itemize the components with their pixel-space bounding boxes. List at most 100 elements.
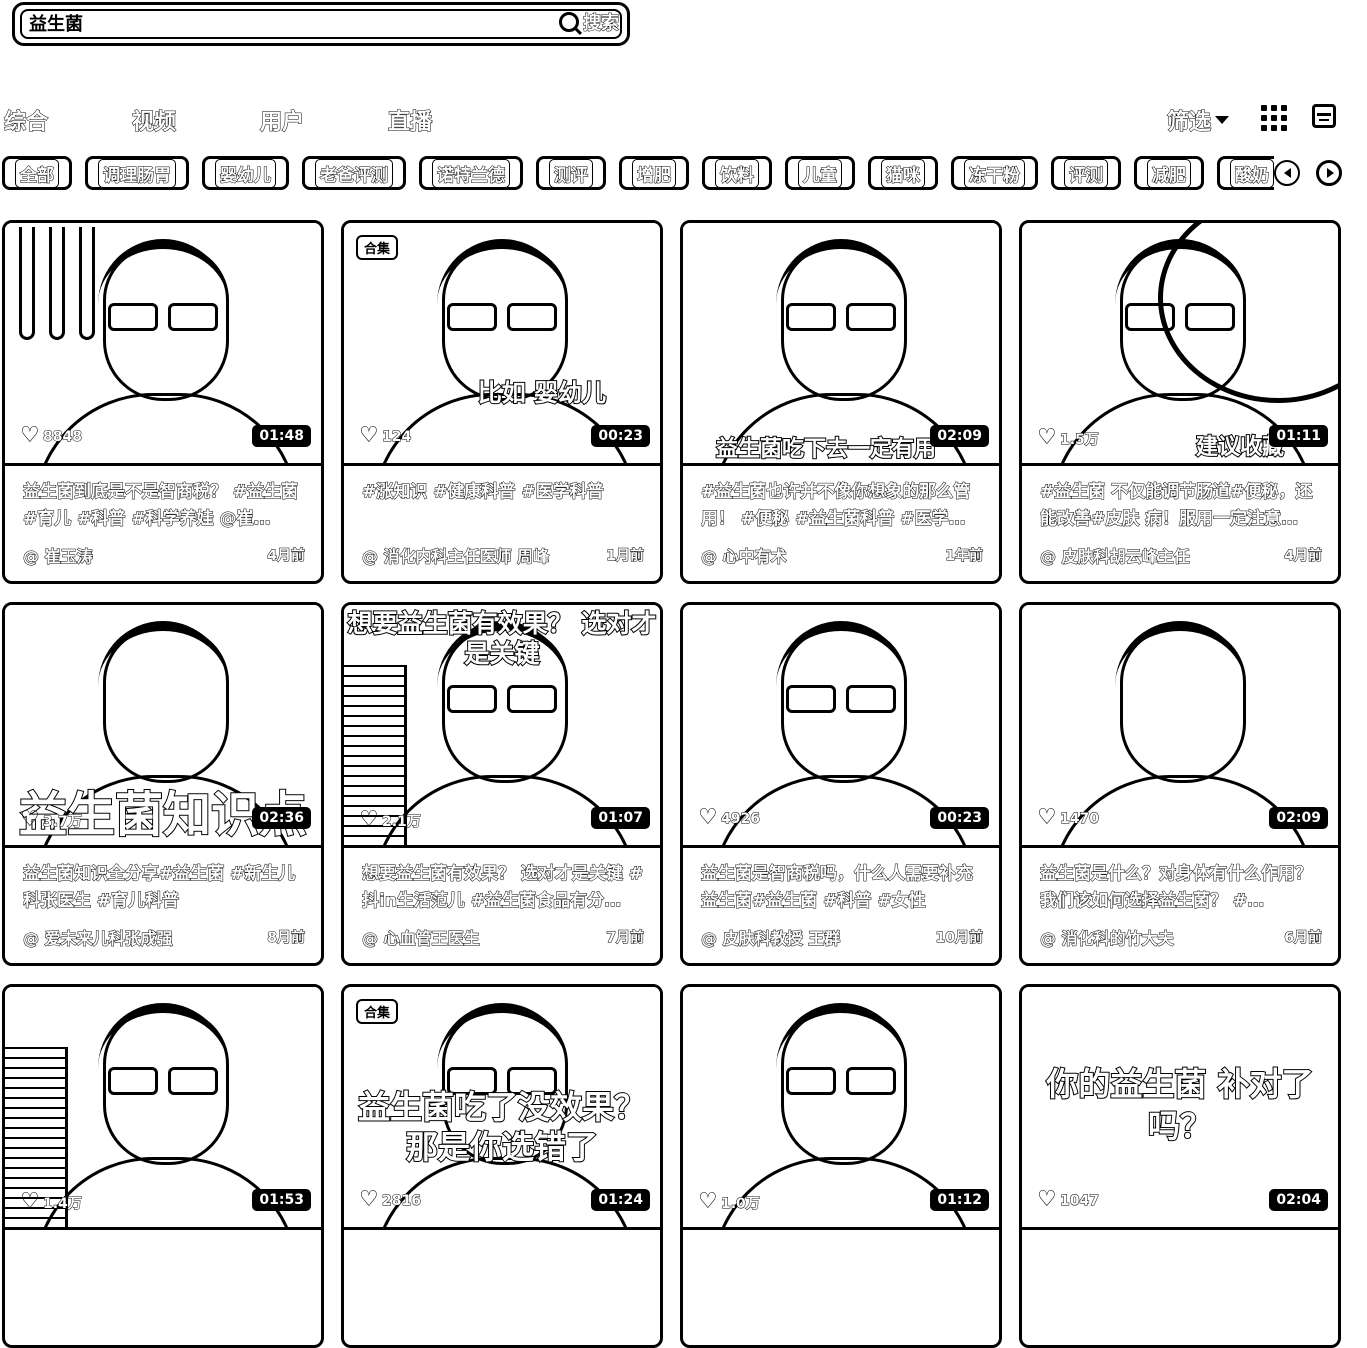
thumbnail-caption: 益生菌吃了没效果？ 那是你选错了 xyxy=(357,1087,647,1167)
chip[interactable]: 儿童 xyxy=(785,156,855,190)
glasses xyxy=(447,1067,557,1095)
tab-user[interactable]: 用户 xyxy=(260,110,305,136)
publish-time: 10月前 xyxy=(935,930,983,947)
chip[interactable]: 婴幼儿 xyxy=(202,156,289,190)
heart-icon xyxy=(20,1189,40,1214)
video-thumbnail: 8848 01:48 xyxy=(5,223,321,466)
chip[interactable]: 调理肠胃 xyxy=(85,156,189,190)
video-card[interactable]: 4926 00:23 益生菌是智商税吗，什么人需要补充益生菌#益生菌 #科普 #女性… xyxy=(680,602,1002,966)
glasses xyxy=(108,1067,218,1095)
video-card[interactable]: 你的益生菌 补对了吗？ 1047 02:04 xyxy=(1019,984,1341,1348)
chip[interactable]: 饮料 xyxy=(702,156,772,190)
search-bar: 搜索 xyxy=(12,2,630,46)
author-name[interactable]: @ 皮肤科胡云峰主任 xyxy=(1040,547,1191,567)
tab-video[interactable]: 视频 xyxy=(132,110,177,136)
video-duration: 01:24 xyxy=(591,1189,650,1211)
glasses xyxy=(108,303,218,331)
video-description: #益生菌 不仅能调节肠道#便秘，还能改善#皮肤 病！服用一定注意… xyxy=(1040,482,1313,530)
video-duration: 01:48 xyxy=(252,425,311,447)
glasses xyxy=(786,685,896,713)
person-hair xyxy=(437,1003,567,1068)
collection-badge: 合集 xyxy=(356,235,399,260)
person-hair xyxy=(98,1003,228,1068)
person-face xyxy=(781,245,907,401)
like-count: 8848 xyxy=(20,423,82,448)
chip[interactable]: 诺特兰德 xyxy=(419,156,523,190)
thumbnail-caption: 比如 婴幼儿 xyxy=(477,378,607,408)
like-count: 2.1万 xyxy=(359,807,421,832)
video-thumbnail: 1470 02:09 xyxy=(1022,605,1338,848)
collection-badge: 合集 xyxy=(356,999,399,1024)
search-icon xyxy=(559,12,579,32)
person-hair xyxy=(776,239,906,304)
chip[interactable]: 酸奶 xyxy=(1217,156,1274,190)
chip[interactable]: 评测 xyxy=(1051,156,1121,190)
tab-live[interactable]: 直播 xyxy=(388,110,433,136)
video-description: 益生菌是什么？对身体有什么作用？我们该如何选择益生菌？ #… xyxy=(1040,864,1313,912)
video-card[interactable]: 1470 02:09 益生菌是什么？对身体有什么作用？我们该如何选择益生菌？ #… @… xyxy=(1019,602,1341,966)
chip[interactable]: 老爸评测 xyxy=(302,156,406,190)
publish-time: 1年前 xyxy=(945,548,984,565)
chevron-right-icon xyxy=(1326,168,1334,178)
chevron-down-icon xyxy=(1215,116,1230,124)
video-thumbnail: 想要益生菌有效果？ 选对才是关键 2.1万 01:07 xyxy=(344,605,660,848)
chevron-left-icon xyxy=(1283,168,1291,178)
person-hair xyxy=(437,239,567,304)
video-duration: 01:53 xyxy=(252,1189,311,1211)
publish-time: 4月前 xyxy=(1284,548,1323,565)
chip[interactable]: 增肥 xyxy=(619,156,689,190)
author-name[interactable]: @ 消化科的竹大夫 xyxy=(1040,929,1175,949)
video-duration: 02:09 xyxy=(1269,807,1328,829)
chip[interactable]: 猫咪 xyxy=(868,156,938,190)
author-name[interactable]: @ 爱未来儿科张成强 xyxy=(23,929,174,949)
video-thumbnail: 益生菌吃下去一定有用 02:09 xyxy=(683,223,999,466)
like-count: 1.5万 xyxy=(1037,425,1099,450)
chip[interactable]: 冻干粉 xyxy=(951,156,1038,190)
filter-button[interactable]: 筛选 xyxy=(1166,104,1230,136)
like-count: 3.7万 xyxy=(20,807,82,832)
search-button[interactable]: 搜索 xyxy=(555,8,623,36)
author-name[interactable]: @ 心血管王医生 xyxy=(362,929,481,949)
list-view-icon[interactable] xyxy=(1312,104,1336,128)
author-name[interactable]: @ 心中有术 xyxy=(701,547,788,567)
person-face xyxy=(1120,627,1246,783)
publish-time: 4月前 xyxy=(267,548,306,565)
chip[interactable]: 测评 xyxy=(536,156,606,190)
person-hair xyxy=(98,239,228,304)
search-input[interactable] xyxy=(27,9,511,37)
video-card[interactable]: 8848 01:48 益生菌到底是不是智商税？ #益生菌 #育儿 #科普 #科学养娃… xyxy=(2,220,324,584)
chips-prev-button[interactable] xyxy=(1274,160,1300,186)
heart-icon xyxy=(1037,1187,1057,1212)
filter-label: 筛选 xyxy=(1166,110,1212,136)
grid-view-icon[interactable] xyxy=(1261,105,1287,131)
heart-icon xyxy=(20,807,40,832)
video-card[interactable]: 益生菌吃下去一定有用 02:09 #益生菌也许并不像你想象的那么管用！ #便秘 #益… xyxy=(680,220,1002,584)
author-name[interactable]: @ 崔玉涛 xyxy=(23,547,94,567)
decor xyxy=(19,227,95,340)
person-face xyxy=(781,1009,907,1165)
heart-icon xyxy=(359,423,379,448)
video-duration: 02:36 xyxy=(252,807,311,829)
video-thumbnail: 1.4万 01:53 xyxy=(5,987,321,1230)
heart-icon xyxy=(1037,805,1057,830)
video-duration: 02:04 xyxy=(1269,1189,1328,1211)
video-duration: 02:09 xyxy=(930,425,989,447)
video-card[interactable]: 1.0万 01:12 xyxy=(680,984,1002,1348)
chip-all[interactable]: 全部 xyxy=(2,156,72,190)
glasses xyxy=(447,685,557,713)
video-thumbnail: 你的益生菌 补对了吗？ 1047 02:04 xyxy=(1022,987,1338,1230)
author-name[interactable]: @ 消化内科主任医师 周峰 xyxy=(361,547,550,567)
tab-all[interactable]: 综合 xyxy=(4,110,49,136)
chips-next-button[interactable] xyxy=(1316,160,1342,186)
chip[interactable]: 减肥 xyxy=(1134,156,1204,190)
video-card[interactable]: 1.4万 01:53 xyxy=(2,984,324,1348)
author-name[interactable]: @ 皮肤科教授 王群 xyxy=(700,929,841,949)
